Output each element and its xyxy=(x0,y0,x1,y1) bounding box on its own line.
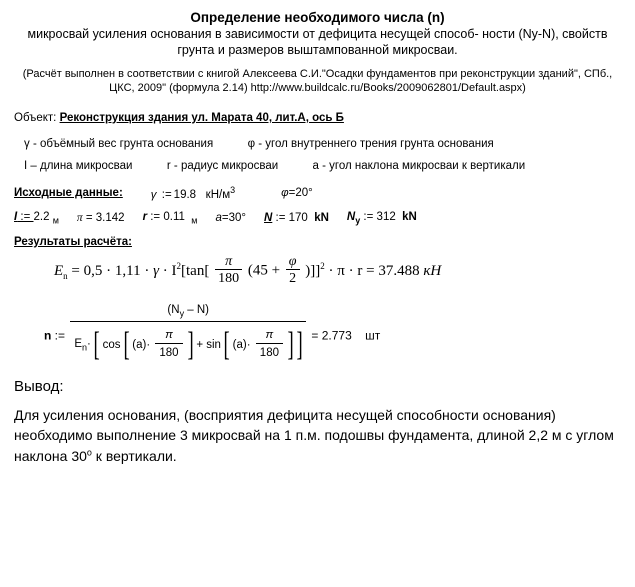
def-I: I – длина микросваи xyxy=(24,160,132,172)
page-title: Определение необходимого числа (n) xyxy=(14,10,621,25)
input-pi: π = 3.142 xyxy=(77,212,125,224)
inputs-row-1: Исходные данные: γ := 19.8 кН/м3 φ=20° xyxy=(14,185,621,201)
inputs-row-2: I := 2.2 м π = 3.142 r := 0.11 м a=30° N… xyxy=(14,211,621,225)
object-row: Объект: Реконструкция здания ул. Марата … xyxy=(14,112,621,124)
page-subtitle: микросвай усиления основания в зависимос… xyxy=(14,27,621,58)
input-Ny: Ny := 312 kN xyxy=(347,211,417,225)
object-label: Объект: xyxy=(14,112,56,124)
input-gamma: γ := 19.8 кН/м3 xyxy=(151,185,235,201)
inputs-label: Исходные данные: xyxy=(14,187,123,199)
conclusion-heading: Вывод: xyxy=(14,378,621,395)
formula-en: En = 0,5 · 1,11 · γ · I2[tan[ π 180 (45 … xyxy=(54,254,621,288)
conclusion-text: Для усиления основания, (восприятия дефи… xyxy=(14,405,621,466)
formula-n: n := (Ny – N) En· [ cos [ (a)· π180 ] + … xyxy=(44,303,621,368)
citation-text: (Расчёт выполнен в соответствии с книгой… xyxy=(14,68,621,96)
definitions-block: γ - объёмный вес грунта основания φ - уг… xyxy=(24,134,621,178)
input-I: I := 2.2 м xyxy=(14,211,59,225)
input-phi: φ=20° xyxy=(281,187,313,199)
input-N: N := 170 kN xyxy=(264,212,329,224)
def-gamma: γ - объёмный вес грунта основания xyxy=(24,138,213,150)
def-a: a - угол наклона микросваи к вертикали xyxy=(313,160,526,172)
def-r: r - радиус микросваи xyxy=(167,160,278,172)
def-phi: φ - угол внутреннего трения грунта основ… xyxy=(248,138,494,150)
input-a: a=30° xyxy=(215,212,246,224)
results-label: Результаты расчёта: xyxy=(14,236,132,248)
object-value: Реконструкция здания ул. Марата 40, лит.… xyxy=(60,112,344,124)
input-r: r := 0.11 м xyxy=(143,211,198,225)
